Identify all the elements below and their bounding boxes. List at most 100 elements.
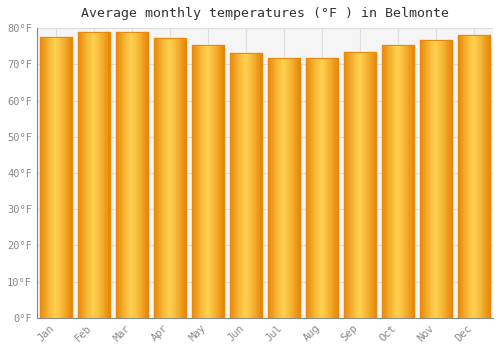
Bar xyxy=(373,52,374,318)
Bar xyxy=(116,33,148,318)
Bar xyxy=(433,40,434,318)
Bar xyxy=(108,33,110,318)
Bar xyxy=(170,38,172,318)
Bar xyxy=(60,37,62,318)
Bar xyxy=(192,45,194,318)
Bar xyxy=(486,35,487,318)
Bar xyxy=(43,37,44,318)
Bar xyxy=(96,33,97,318)
Bar xyxy=(232,53,233,318)
Bar xyxy=(320,58,322,318)
Bar xyxy=(89,33,90,318)
Bar xyxy=(392,46,393,318)
Bar xyxy=(436,40,438,318)
Bar xyxy=(370,52,372,318)
Bar xyxy=(198,45,200,318)
Bar xyxy=(306,58,308,318)
Bar xyxy=(276,58,278,318)
Bar xyxy=(195,45,196,318)
Bar xyxy=(268,58,300,318)
Bar xyxy=(479,35,480,318)
Bar xyxy=(78,33,110,318)
Bar xyxy=(469,35,471,318)
Bar xyxy=(56,37,58,318)
Bar xyxy=(386,46,388,318)
Bar xyxy=(382,46,384,318)
Bar xyxy=(480,35,482,318)
Bar xyxy=(462,35,464,318)
Bar xyxy=(196,45,198,318)
Bar xyxy=(222,45,224,318)
Bar xyxy=(336,58,338,318)
Bar xyxy=(408,46,410,318)
Bar xyxy=(487,35,488,318)
Bar xyxy=(145,33,146,318)
Bar xyxy=(308,58,309,318)
Bar xyxy=(128,33,130,318)
Bar xyxy=(310,58,312,318)
Bar xyxy=(322,58,324,318)
Bar xyxy=(287,58,289,318)
Bar xyxy=(192,45,224,318)
Bar xyxy=(268,58,300,318)
Bar xyxy=(116,33,148,318)
Bar xyxy=(104,33,105,318)
Bar xyxy=(134,33,135,318)
Bar xyxy=(92,33,94,318)
Bar xyxy=(173,38,174,318)
Bar xyxy=(385,46,386,318)
Bar xyxy=(382,46,414,318)
Bar xyxy=(426,40,428,318)
Bar xyxy=(268,58,270,318)
Bar xyxy=(488,35,490,318)
Bar xyxy=(40,37,42,318)
Bar xyxy=(200,45,202,318)
Bar xyxy=(122,33,124,318)
Bar xyxy=(119,33,120,318)
Bar xyxy=(204,45,206,318)
Bar xyxy=(274,58,276,318)
Bar xyxy=(102,33,104,318)
Bar xyxy=(344,52,346,318)
Bar xyxy=(138,33,140,318)
Bar xyxy=(42,37,43,318)
Bar xyxy=(352,52,354,318)
Bar xyxy=(406,46,407,318)
Bar xyxy=(471,35,472,318)
Bar xyxy=(365,52,366,318)
Bar xyxy=(172,38,173,318)
Bar xyxy=(216,45,218,318)
Bar xyxy=(430,40,431,318)
Bar xyxy=(176,38,178,318)
Bar xyxy=(324,58,325,318)
Bar xyxy=(238,53,240,318)
Bar xyxy=(466,35,468,318)
Bar xyxy=(440,40,441,318)
Bar xyxy=(184,38,186,318)
Bar xyxy=(40,37,72,318)
Bar xyxy=(332,58,334,318)
Bar xyxy=(374,52,376,318)
Bar xyxy=(260,53,262,318)
Bar xyxy=(401,46,403,318)
Bar xyxy=(166,38,168,318)
Bar xyxy=(448,40,449,318)
Bar xyxy=(388,46,390,318)
Bar xyxy=(357,52,358,318)
Bar xyxy=(98,33,100,318)
Bar xyxy=(431,40,433,318)
Bar xyxy=(82,33,84,318)
Bar xyxy=(50,37,51,318)
Bar xyxy=(90,33,92,318)
Bar xyxy=(449,40,450,318)
Bar xyxy=(257,53,259,318)
Bar xyxy=(165,38,166,318)
Bar xyxy=(372,52,373,318)
Bar xyxy=(241,53,242,318)
Bar xyxy=(214,45,216,318)
Bar xyxy=(132,33,134,318)
Bar xyxy=(64,37,66,318)
Bar xyxy=(403,46,404,318)
Bar xyxy=(382,46,414,318)
Bar xyxy=(94,33,96,318)
